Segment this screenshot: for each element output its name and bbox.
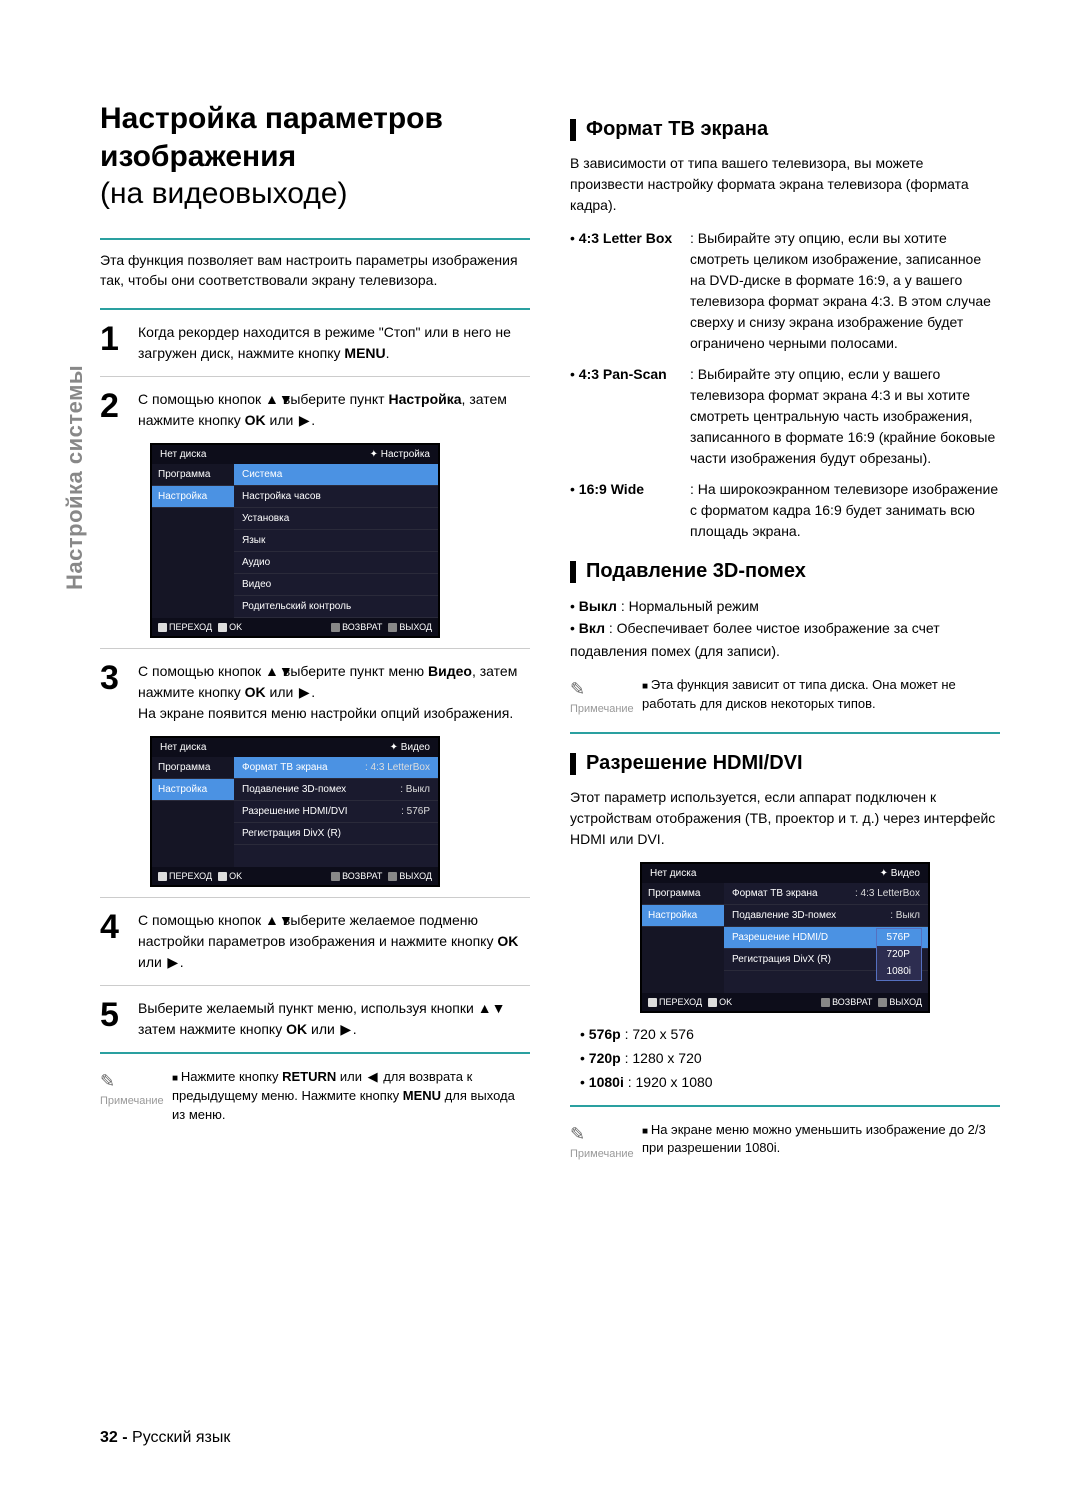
section-header-hdmi: Разрешение HDMI/DVI [570, 752, 1000, 775]
step-number: 2 [100, 389, 128, 431]
arrow-icon: ▲▼ [265, 910, 279, 931]
ss-left-item: Программа [642, 883, 724, 905]
note-2: ✎ Примечание Эта функция зависит от типа… [570, 676, 1000, 718]
columns: Настройка параметров изображения (на вид… [100, 100, 1000, 1177]
step-3: 3 С помощью кнопок ▲▼ выберите пункт мен… [100, 661, 530, 724]
section-header-format: Формат ТВ экрана [570, 118, 1000, 141]
step-number: 4 [100, 910, 128, 973]
step-body: С помощью кнопок ▲▼ выберите пункт Настр… [138, 389, 530, 431]
step-number: 1 [100, 322, 128, 364]
ss-left-item: Программа [152, 464, 234, 486]
ss-right-item: Формат ТВ экрана: 4:3 LetterBox [234, 757, 438, 779]
popup-item: 576P [877, 929, 921, 946]
ss-right-item: Разрешение HDMI/DVI: 576P [234, 801, 438, 823]
title-bottom: (на видеовыходе) [100, 175, 530, 213]
list-item: 4:3 Pan-Scan: Выбирайте эту опцию, если … [570, 364, 1000, 469]
ss-right-item: Регистрация DivX (R) [234, 823, 438, 845]
list-item: 576p : 720 x 576 [580, 1023, 1000, 1047]
divider [570, 732, 1000, 734]
divider [100, 648, 530, 649]
step-number: 5 [100, 998, 128, 1040]
step-body: Когда рекордер находится в режиме "Стоп"… [138, 322, 530, 364]
ss-right-item: Подавление 3D-помех: Выкл [234, 779, 438, 801]
list-item: 4:3 Letter Box: Выбирайте эту опцию, есл… [570, 228, 1000, 354]
step-5: 5 Выберите желаемый пункт меню, использу… [100, 998, 530, 1040]
note-text: Нажмите кнопку RETURN или ◀ для возврата… [172, 1068, 530, 1125]
ss-left-item: Настройка [642, 905, 724, 927]
note-icon: ✎ [570, 1121, 634, 1147]
arrow-icon: ▲▼ [478, 998, 492, 1019]
note-icon: ✎ [570, 676, 634, 702]
submenu-popup: 576P720P1080i [876, 928, 922, 981]
step-4: 4 С помощью кнопок ▲▼ выберите желаемое … [100, 910, 530, 973]
page: Настройка системы Настройка параметров и… [0, 0, 1080, 1487]
arrow-icon: ▲▼ [265, 389, 279, 410]
list-item: Выкл : Нормальный режим [570, 595, 1000, 617]
ss-left-item: Программа [152, 757, 234, 779]
list-item: 1080i : 1920 x 1080 [580, 1071, 1000, 1095]
note-icon: ✎ [100, 1068, 164, 1094]
ss-right-item: Подавление 3D-помех: Выкл [724, 905, 928, 927]
arrow-icon: ▲▼ [265, 661, 279, 682]
divider [100, 897, 530, 898]
note-text: Эта функция зависит от типа диска. Она м… [642, 676, 1000, 714]
divider [100, 238, 530, 240]
menu-screenshot-2: Нет диска ✦ Видео Программа Настройка Фо… [150, 736, 440, 887]
ss-left-item: Настройка [152, 486, 234, 508]
format-list: 4:3 Letter Box: Выбирайте эту опцию, есл… [570, 228, 1000, 542]
hdmi-intro: Этот параметр используется, если аппарат… [570, 787, 1000, 850]
popup-item: 720P [877, 946, 921, 963]
arrow-icon: ▶ [297, 682, 311, 703]
note-1: ✎ Примечание Нажмите кнопку RETURN или ◀… [100, 1068, 530, 1125]
ss-right-list: СистемаНастройка часовУстановкаЯзыкАудио… [234, 464, 438, 618]
intro-text: Эта функция позволяет вам настроить пара… [100, 250, 530, 291]
section-bar-icon [570, 753, 576, 775]
popup-item: 1080i [877, 963, 921, 980]
step-body: С помощью кнопок ▲▼ выберите пункт меню … [138, 661, 530, 724]
divider [570, 1105, 1000, 1107]
main-title: Настройка параметров изображения (на вид… [100, 100, 530, 213]
section-header-3d: Подавление 3D-помех [570, 560, 1000, 583]
resolution-list: 576p : 720 x 576720p : 1280 x 7201080i :… [580, 1023, 1000, 1094]
step-body: Выберите желаемый пункт меню, используя … [138, 998, 530, 1040]
menu-screenshot-3: Нет диска ✦ Видео Программа Настройка Фо… [640, 862, 930, 1013]
section-bar-icon [570, 561, 576, 583]
sidebar-label: Настройка системы [62, 365, 88, 590]
ss-right-item: Настройка часов [234, 486, 438, 508]
list-item: Вкл : Обеспечивает более чистое изображе… [570, 617, 1000, 662]
title-top: Настройка параметров изображения [100, 100, 530, 175]
left-column: Настройка параметров изображения (на вид… [100, 100, 530, 1177]
ss-right-item: Установка [234, 508, 438, 530]
ss-right-item: Родительский контроль [234, 596, 438, 618]
step-body: С помощью кнопок ▲▼ выберите желаемое по… [138, 910, 530, 973]
ss-right-list: Формат ТВ экрана: 4:3 LetterBoxПодавлени… [234, 757, 438, 867]
divider [100, 1052, 530, 1054]
list-item: 16:9 Wide: На широкоэкранном телевизоре … [570, 479, 1000, 542]
ss-right-item: Формат ТВ экрана: 4:3 LetterBox [724, 883, 928, 905]
list-item: 720p : 1280 x 720 [580, 1047, 1000, 1071]
divider [100, 985, 530, 986]
right-column: Формат ТВ экрана В зависимости от типа в… [570, 100, 1000, 1177]
divider [100, 376, 530, 377]
ss-right-item: Видео [234, 574, 438, 596]
format-intro: В зависимости от типа вашего телевизора,… [570, 153, 1000, 216]
arrow-icon: ◀ [366, 1068, 380, 1087]
arrow-icon: ▶ [166, 952, 180, 973]
arrow-icon: ▶ [339, 1019, 353, 1040]
menu-screenshot-1: Нет диска ✦ Настройка Программа Настройк… [150, 443, 440, 638]
ss-right-item: Аудио [234, 552, 438, 574]
page-number: 32 - Русский язык [100, 1429, 230, 1447]
step-1: 1 Когда рекордер находится в режиме "Сто… [100, 322, 530, 364]
3d-list: Выкл : Нормальный режимВкл : Обеспечивае… [570, 595, 1000, 662]
ss-left-item: Настройка [152, 779, 234, 801]
ss-right-item: Система [234, 464, 438, 486]
step-number: 3 [100, 661, 128, 724]
step-2: 2 С помощью кнопок ▲▼ выберите пункт Нас… [100, 389, 530, 431]
divider [100, 308, 530, 310]
note-3: ✎ Примечание На экране меню можно уменьш… [570, 1121, 1000, 1163]
section-bar-icon [570, 119, 576, 141]
arrow-icon: ▶ [297, 410, 311, 431]
note-text: На экране меню можно уменьшить изображен… [642, 1121, 1000, 1159]
ss-right-item: Язык [234, 530, 438, 552]
